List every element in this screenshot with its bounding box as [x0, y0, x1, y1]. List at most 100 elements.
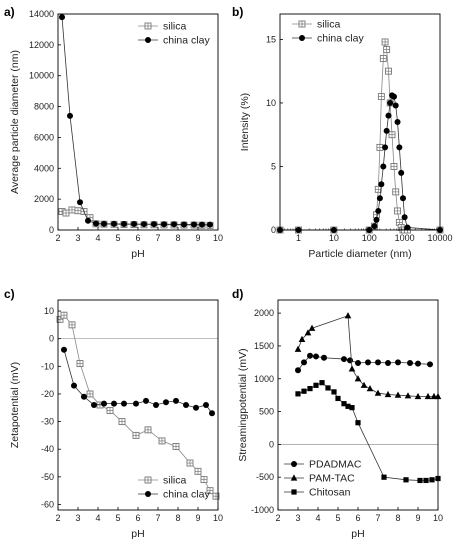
y-tick-label: 6000	[34, 132, 54, 142]
data-point	[383, 127, 390, 134]
x-tick-label: 2	[55, 513, 60, 523]
y-tick-label: 10	[266, 98, 276, 108]
legend: silica china clay	[138, 21, 210, 47]
data-point	[93, 220, 99, 227]
chart-panel-4: d) 2 3 4 5 6 7 8 9 10 -1000 -500 0 500 1000 1500 2000 pH S…	[232, 287, 443, 540]
data-point	[307, 352, 313, 359]
data-point	[404, 392, 412, 399]
data-point	[381, 474, 387, 480]
data-point	[298, 335, 306, 342]
data-point	[308, 324, 316, 331]
y-tick-label: 0	[271, 225, 276, 235]
data-point	[344, 312, 352, 319]
legend-label: china clay	[317, 33, 364, 45]
data-point	[376, 195, 383, 202]
x-tick-label: 3	[75, 513, 80, 523]
data-point	[347, 357, 353, 364]
x-tick-label: 5	[115, 233, 120, 243]
x-tick-label: 6	[135, 233, 140, 243]
data-point	[424, 392, 432, 400]
data-point	[371, 223, 378, 230]
data-point	[183, 402, 189, 408]
y-tick-label: -40	[41, 444, 54, 454]
data-point	[295, 367, 301, 374]
y-tick-label: 0	[49, 334, 54, 344]
data-point	[294, 345, 302, 352]
data-point	[131, 220, 137, 227]
y-tick-label: -50	[41, 472, 54, 482]
chart-panel-3: c) 2 3 4 5 6 7 8 9 10 -60 -50 -40 -30 -20 -10 0 10 pH Zetap…	[4, 287, 223, 540]
x-tick-label: 8	[395, 513, 400, 523]
series-markers-2	[294, 312, 442, 400]
data-point	[354, 375, 362, 382]
x-tick-label: 10	[329, 233, 339, 243]
series-markers-2	[59, 14, 213, 228]
data-point	[382, 144, 389, 151]
y-tick-label: 14000	[29, 9, 54, 19]
data-point	[91, 402, 97, 408]
data-point	[301, 388, 307, 394]
x-tick-label: 5	[115, 513, 120, 523]
data-point	[394, 119, 401, 125]
data-point	[59, 14, 65, 21]
data-point	[335, 395, 341, 402]
data-point	[163, 399, 169, 406]
legend: silica china clay	[138, 475, 210, 501]
x-tick-label: 7	[155, 513, 160, 523]
data-point	[417, 477, 423, 484]
data-point	[181, 221, 187, 228]
data-point	[307, 385, 313, 392]
data-point	[85, 217, 91, 224]
data-point	[385, 360, 391, 366]
data-point	[395, 359, 401, 366]
data-point	[374, 389, 382, 396]
legend-label: Chitosan	[309, 487, 351, 499]
y-tick-label: 10	[44, 306, 54, 316]
x-tick-label: 100	[362, 233, 377, 243]
legend-label: silica	[317, 19, 340, 31]
data-point	[384, 390, 392, 398]
data-point	[209, 410, 215, 417]
data-point	[193, 404, 199, 411]
y-tick-label: -60	[41, 499, 54, 509]
legend-label: silica	[163, 21, 186, 33]
y-tick-label: 5	[271, 161, 276, 171]
data-point	[191, 221, 197, 228]
series-markers-1	[56, 311, 220, 500]
data-point	[133, 400, 139, 407]
data-point	[151, 221, 157, 228]
data-point	[348, 365, 356, 372]
panel-letter: d)	[232, 287, 243, 301]
data-point	[355, 360, 361, 366]
y-tick-label: 10000	[29, 71, 54, 81]
data-point	[390, 93, 397, 100]
x-tick-label: 8	[175, 513, 180, 523]
data-point	[398, 169, 405, 176]
data-point	[400, 195, 407, 202]
x-tick-label: 9	[195, 233, 200, 243]
data-point	[301, 359, 307, 366]
data-point	[401, 214, 408, 221]
y-tick-label: 1000	[254, 374, 274, 384]
data-point	[387, 99, 394, 106]
legend-marker	[290, 474, 298, 481]
y-tick-label: 500	[259, 407, 274, 417]
y-tick-label: -1000	[251, 505, 274, 515]
data-point	[403, 477, 409, 483]
data-point	[101, 400, 107, 407]
legend-marker	[291, 489, 297, 495]
data-point	[394, 391, 402, 398]
legend-marker	[299, 35, 305, 41]
y-axis-label: Intensity (%)	[239, 93, 251, 151]
series-markers-1	[276, 38, 444, 234]
series-line-2	[63, 349, 213, 414]
y-tick-label: -10	[41, 361, 54, 371]
data-point	[121, 400, 127, 407]
series-markers-2	[277, 92, 443, 233]
x-tick-label: 10	[213, 233, 223, 243]
data-point	[111, 400, 117, 407]
x-axis-label: pH	[131, 528, 144, 540]
legend-marker	[145, 37, 151, 43]
data-point	[404, 224, 411, 231]
